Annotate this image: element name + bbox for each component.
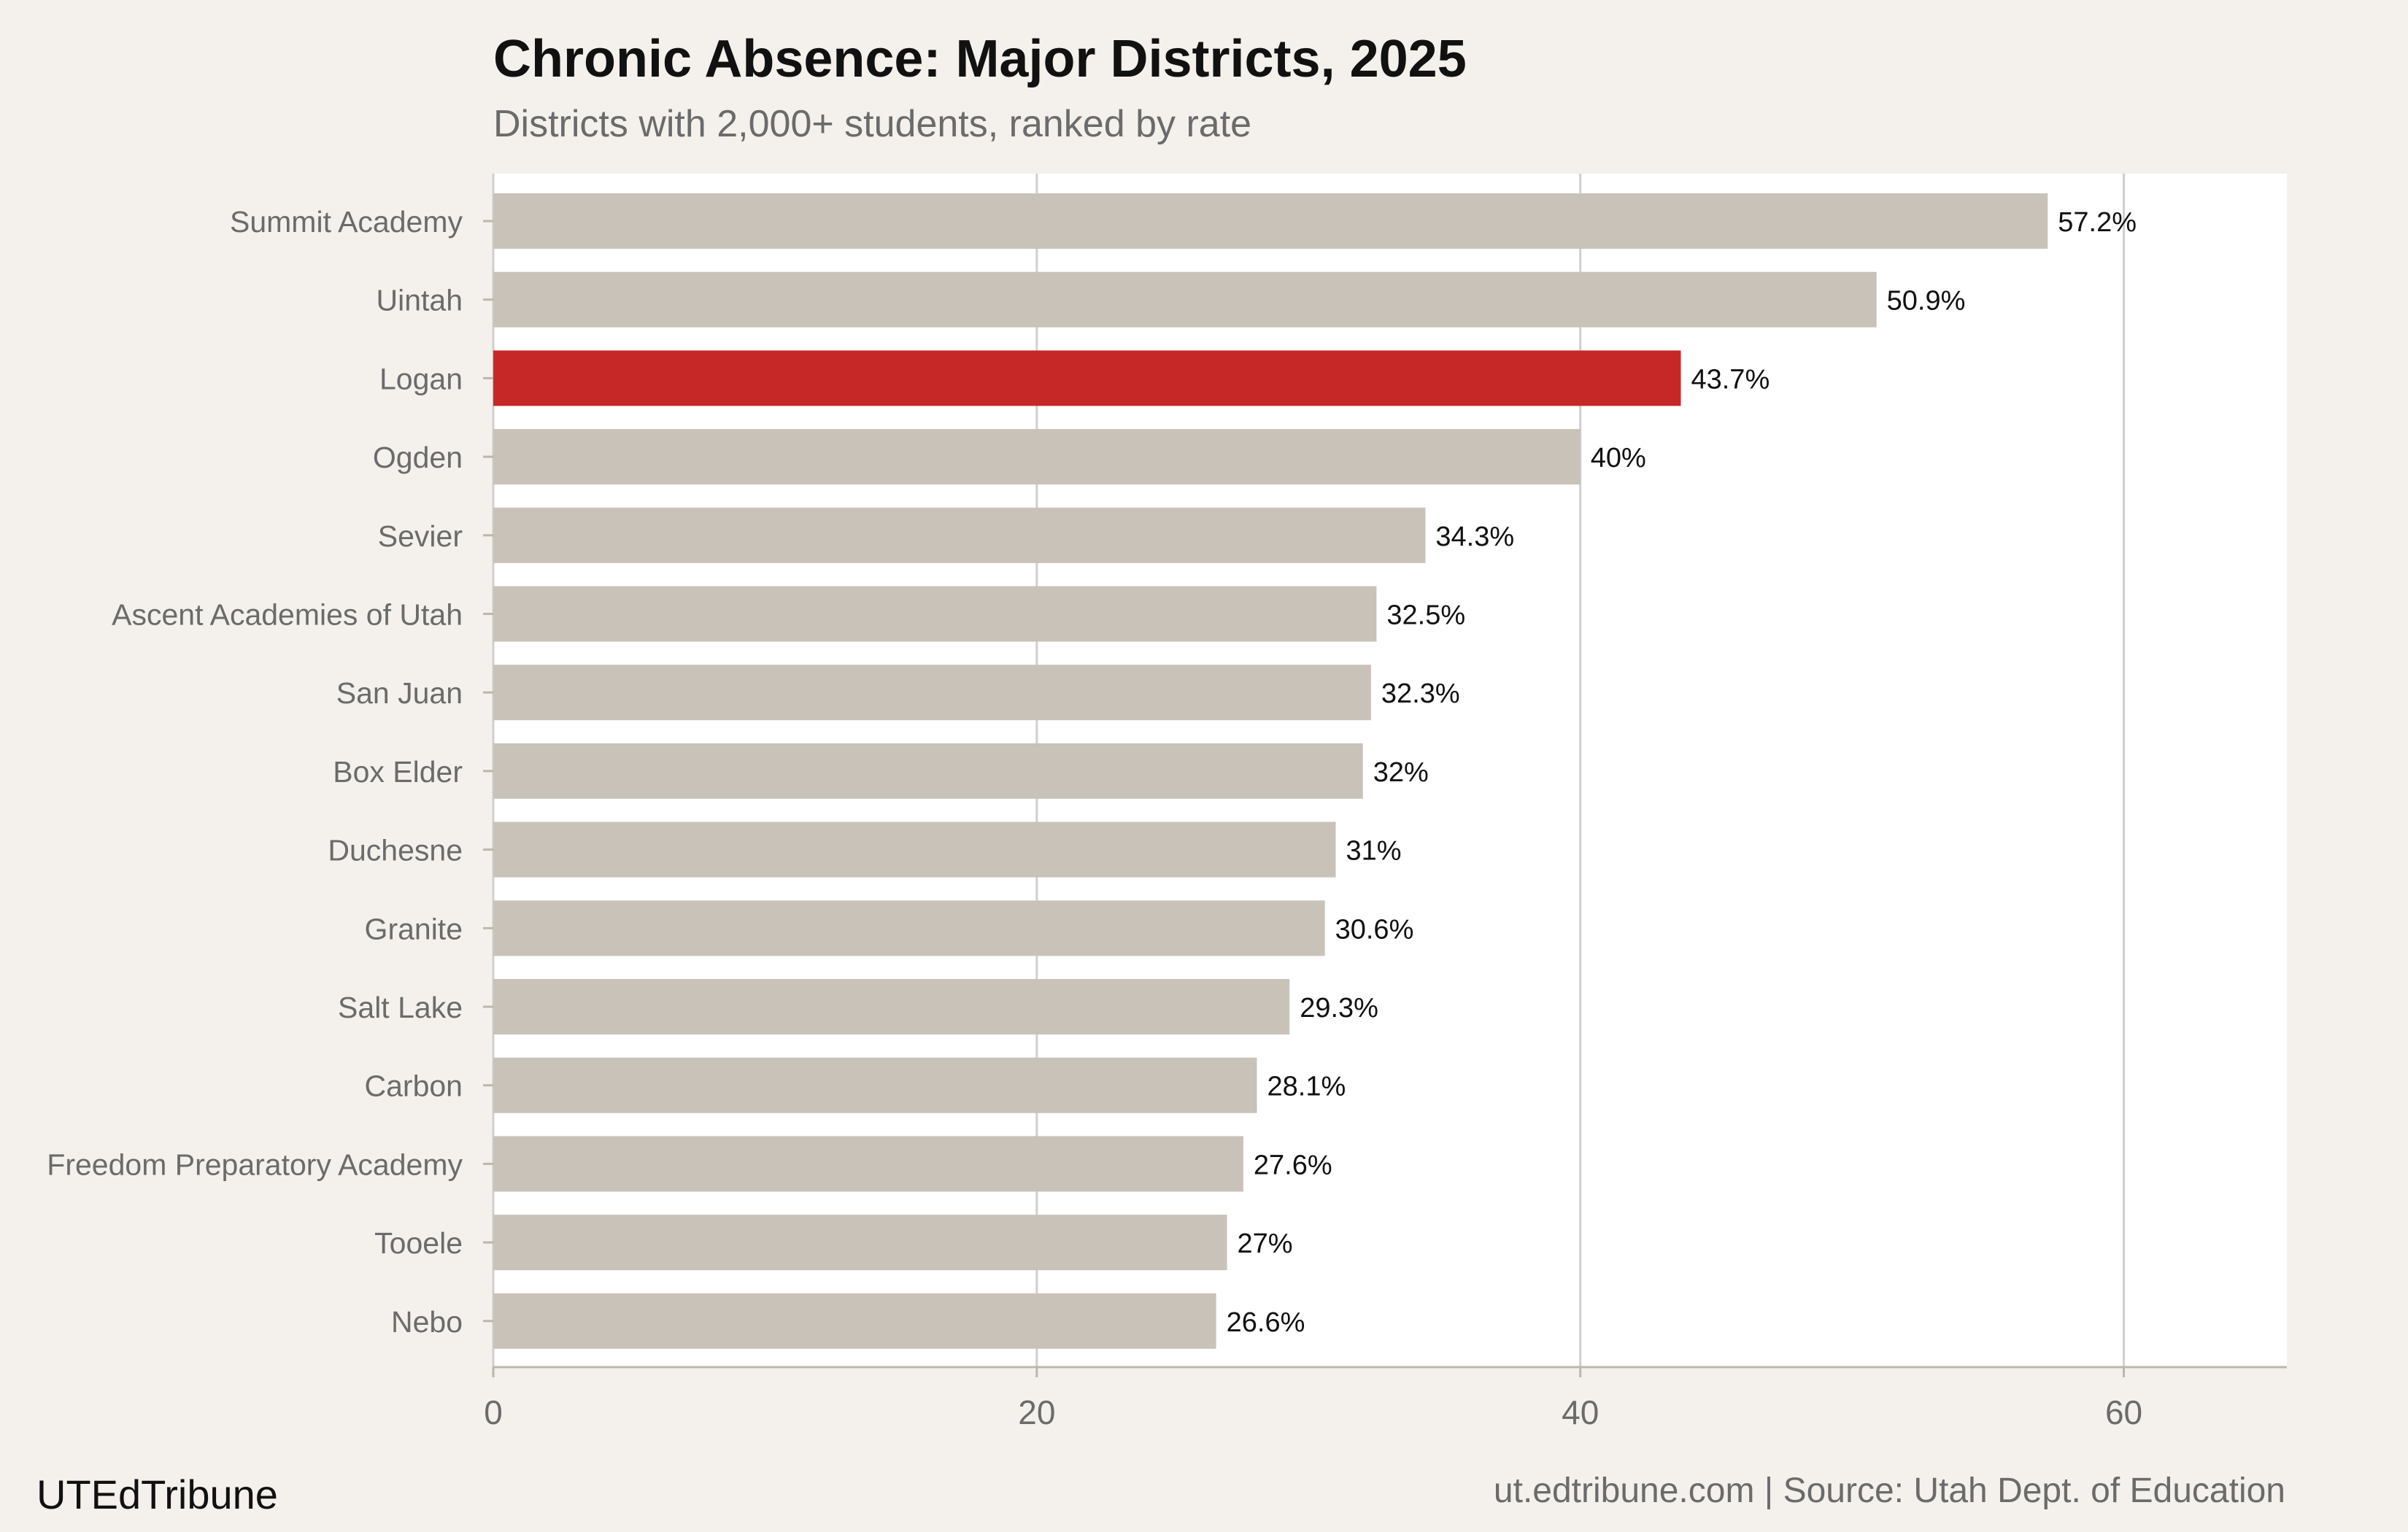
x-tick-label: 20 — [1018, 1393, 1055, 1431]
bar — [493, 586, 1377, 642]
bar — [493, 1136, 1243, 1192]
category-label: Sevier — [378, 519, 463, 553]
category-label: Ascent Academies of Utah — [112, 598, 463, 632]
data-label: 32.5% — [1386, 600, 1465, 631]
x-tick-label: 0 — [484, 1393, 503, 1431]
data-label: 27% — [1238, 1229, 1293, 1259]
bars — [493, 193, 2048, 1349]
data-label: 31% — [1346, 836, 1402, 867]
bar — [493, 350, 1681, 406]
bar — [493, 1293, 1216, 1349]
bar — [493, 1057, 1257, 1113]
data-label: 26.6% — [1227, 1307, 1305, 1338]
category-label: Freedom Preparatory Academy — [47, 1148, 463, 1181]
data-label: 57.2% — [2058, 207, 2137, 238]
category-label: Carbon — [365, 1069, 463, 1103]
data-label: 32% — [1373, 757, 1429, 788]
x-tick-label: 60 — [2105, 1393, 2142, 1431]
data-label: 43.7% — [1691, 364, 1770, 395]
category-label: Nebo — [391, 1305, 463, 1339]
bar — [493, 1215, 1227, 1271]
data-label: 50.9% — [1887, 286, 1966, 317]
bar — [493, 429, 1581, 485]
category-labels: Summit Academy Uintah Logan Ogden Sevier Asce… — [47, 205, 493, 1339]
data-label: 30.6% — [1335, 914, 1414, 945]
x-tick-label: 40 — [1562, 1393, 1599, 1431]
category-label: San Juan — [336, 676, 463, 710]
chart-title: Chronic Absence: Major Districts, 2025 — [493, 30, 1467, 88]
bar — [493, 900, 1325, 956]
category-label: Tooele — [374, 1226, 463, 1260]
source-note: ut.edtribune.com | Source: Utah Dept. of… — [1493, 1471, 2285, 1510]
category-label: Salt Lake — [338, 991, 463, 1024]
data-label: 34.3% — [1435, 522, 1514, 552]
bar — [493, 743, 1363, 799]
category-label: Logan — [379, 362, 463, 395]
category-label: Box Elder — [333, 755, 463, 789]
data-label: 40% — [1591, 443, 1646, 473]
category-label: Summit Academy — [230, 205, 463, 239]
data-label: 27.6% — [1254, 1150, 1332, 1180]
data-label: 28.1% — [1267, 1072, 1346, 1102]
category-label: Uintah — [376, 284, 463, 317]
bar — [493, 193, 2048, 249]
category-label: Duchesne — [328, 834, 463, 867]
x-axis-ticks: 0 20 40 60 — [484, 1367, 2142, 1431]
bar — [493, 821, 1336, 878]
category-label: Granite — [365, 912, 463, 945]
data-label: 29.3% — [1300, 993, 1378, 1024]
bar — [493, 271, 1877, 328]
bar — [493, 507, 1426, 563]
category-label: Ogden — [373, 441, 463, 474]
chart-subtitle: Districts with 2,000+ students, ranked b… — [493, 103, 1252, 145]
brand-logo-text: UTEdTribune — [36, 1471, 278, 1517]
bar — [493, 665, 1371, 721]
data-label: 32.3% — [1381, 678, 1460, 709]
bar — [493, 979, 1290, 1034]
data-labels: 57.2% 50.9% 43.7% 40% 34.3% 32.5% 32.3% 32% 31% 3… — [1227, 207, 2137, 1338]
